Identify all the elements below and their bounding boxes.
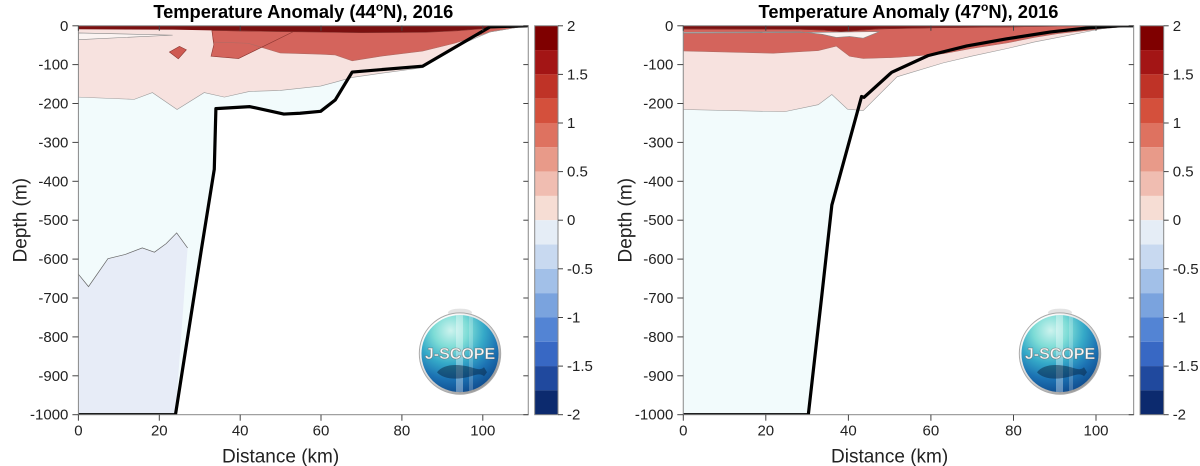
svg-text:1: 1 — [1173, 115, 1181, 132]
svg-text:0.5: 0.5 — [1173, 164, 1194, 181]
svg-text:-500: -500 — [643, 212, 673, 229]
svg-text:-400: -400 — [643, 173, 673, 190]
svg-text:20: 20 — [757, 423, 774, 440]
svg-text:-900: -900 — [38, 368, 68, 385]
svg-text:-100: -100 — [643, 57, 673, 74]
svg-text:-300: -300 — [643, 134, 673, 151]
svg-text:-100: -100 — [38, 57, 68, 74]
svg-text:80: 80 — [394, 423, 411, 440]
svg-text:Temperature Anomaly (47oN), 20: Temperature Anomaly (47oN), 2016 — [759, 0, 1059, 22]
svg-text:40: 40 — [840, 423, 857, 440]
svg-text:1.5: 1.5 — [567, 66, 588, 83]
svg-text:Temperature Anomaly (44oN), 20: Temperature Anomaly (44oN), 2016 — [153, 0, 453, 22]
svg-text:40: 40 — [232, 423, 249, 440]
svg-text:-1000: -1000 — [635, 407, 673, 424]
svg-text:-400: -400 — [38, 173, 68, 190]
svg-text:-900: -900 — [643, 368, 673, 385]
svg-text:-1: -1 — [1173, 310, 1186, 327]
svg-text:-2: -2 — [567, 407, 580, 424]
svg-text:0: 0 — [665, 18, 673, 35]
svg-text:-300: -300 — [38, 134, 68, 151]
svg-text:Depth (m): Depth (m) — [615, 178, 636, 262]
svg-text:2: 2 — [1173, 18, 1181, 35]
svg-text:-800: -800 — [38, 329, 68, 346]
svg-text:Distance (km): Distance (km) — [831, 447, 948, 466]
svg-text:100: 100 — [470, 423, 495, 440]
svg-text:-800: -800 — [643, 329, 673, 346]
svg-text:-500: -500 — [38, 212, 68, 229]
svg-text:J-SCOPE: J-SCOPE — [425, 346, 496, 363]
svg-text:0.5: 0.5 — [567, 164, 588, 181]
svg-text:-200: -200 — [38, 96, 68, 113]
svg-text:-1.5: -1.5 — [567, 358, 593, 375]
svg-text:-1.5: -1.5 — [1173, 358, 1199, 375]
svg-text:Distance (km): Distance (km) — [222, 447, 339, 466]
svg-text:0: 0 — [74, 423, 82, 440]
svg-text:60: 60 — [923, 423, 940, 440]
svg-text:2: 2 — [567, 18, 575, 35]
svg-text:0: 0 — [60, 18, 68, 35]
svg-text:Depth (m): Depth (m) — [10, 178, 31, 262]
svg-text:J-SCOPE: J-SCOPE — [1025, 346, 1096, 363]
svg-text:20: 20 — [151, 423, 168, 440]
svg-text:1.5: 1.5 — [1173, 66, 1194, 83]
svg-text:100: 100 — [1083, 423, 1108, 440]
svg-text:0: 0 — [567, 212, 575, 229]
svg-text:0: 0 — [679, 423, 687, 440]
svg-text:80: 80 — [1005, 423, 1022, 440]
svg-text:-2: -2 — [1173, 407, 1186, 424]
svg-text:-600: -600 — [38, 251, 68, 268]
svg-text:-700: -700 — [643, 290, 673, 307]
svg-text:-1: -1 — [567, 310, 580, 327]
svg-text:-200: -200 — [643, 96, 673, 113]
svg-text:-0.5: -0.5 — [567, 261, 593, 278]
svg-text:-1000: -1000 — [30, 407, 68, 424]
svg-text:-700: -700 — [38, 290, 68, 307]
svg-text:0: 0 — [1173, 212, 1181, 229]
svg-text:60: 60 — [313, 423, 330, 440]
svg-text:1: 1 — [567, 115, 575, 132]
svg-text:-0.5: -0.5 — [1173, 261, 1199, 278]
svg-text:-600: -600 — [643, 251, 673, 268]
